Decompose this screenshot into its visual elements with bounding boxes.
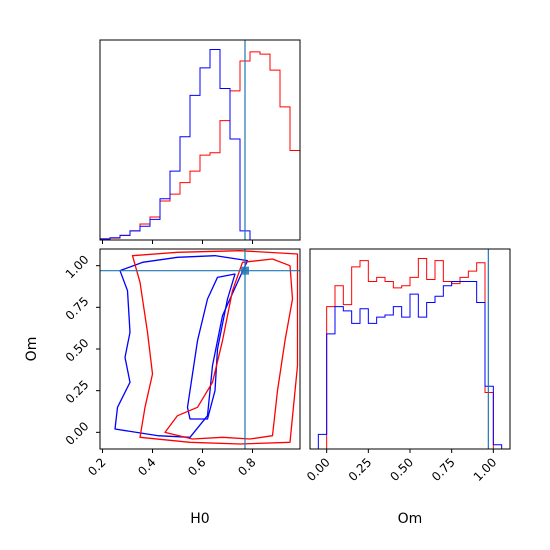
- joint-contours: [114, 250, 299, 445]
- y-axis-label-om: Om: [24, 337, 40, 362]
- x-axis-label-h0: H0: [190, 511, 209, 527]
- h0-histogram-ticks: [102, 240, 253, 244]
- joint-truth-marker: [241, 266, 249, 275]
- panel-h0-om-joint: 0.2 0.4 0.6 0.80.000.250.500.751.00 H0 Om: [24, 248, 301, 527]
- panel-om-marginal-frame: [309, 248, 511, 450]
- h0-histogram-series-2: [99, 49, 300, 241]
- om-histogram-series-1: [318, 258, 502, 450]
- panel-h0-marginal-frame: [99, 39, 301, 241]
- joint-contour-4: [131, 250, 299, 445]
- joint-contour-3: [164, 258, 294, 440]
- panel-joint-frame: [99, 248, 301, 450]
- om-histogram-series-2: [317, 281, 503, 449]
- joint-contour-1: [186, 273, 236, 420]
- joint-contour-2: [114, 255, 249, 438]
- x-axis-label-om: Om: [398, 511, 423, 527]
- om-histogram-series: [317, 258, 503, 450]
- panel-om-marginal: 0.00 0.25 0.50 0.75 1.00 Om: [304, 248, 511, 527]
- panel-h0-marginal: [99, 39, 301, 244]
- joint-truth-lines: [100, 249, 300, 449]
- h0-histogram-series: [99, 49, 301, 241]
- panel-joint-background: [100, 249, 300, 449]
